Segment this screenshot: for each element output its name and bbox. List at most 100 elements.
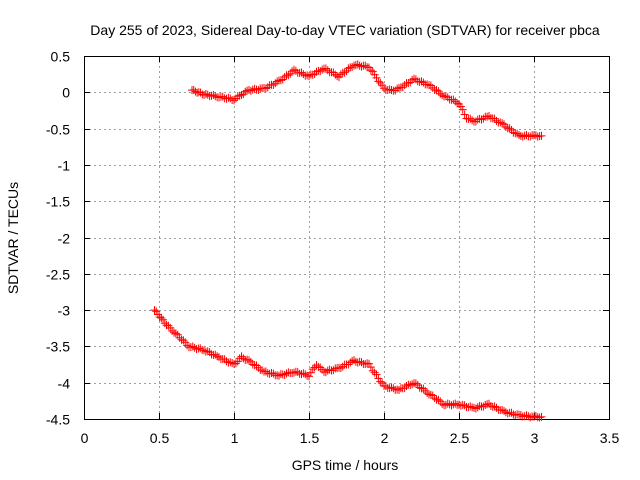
data-point [470,403,478,412]
data-point [415,383,424,392]
data-point [357,62,366,71]
data-point [365,359,373,368]
y-tick-label: 0.5 [51,49,71,65]
data-point [306,368,315,377]
data-point [526,132,535,141]
data-point [299,70,308,79]
data-point [498,119,507,128]
x-tick-label: 0.5 [150,430,170,446]
data-point [408,75,417,84]
data-point [380,84,388,93]
data-point [201,90,210,99]
data-point [515,130,523,139]
data-point [443,399,452,408]
data-point [323,66,332,75]
data-point [246,86,255,95]
data-point [381,382,390,391]
data-point [235,91,244,100]
data-point [398,83,407,92]
data-point [269,369,278,378]
y-tick-label: -4.5 [46,412,70,428]
data-point [179,336,188,345]
data-point [222,357,231,366]
data-point [366,363,375,372]
x-tick-label: 1 [231,430,239,446]
data-point [239,354,248,363]
data-point [338,362,347,371]
data-point [426,390,435,399]
data-point [400,81,409,90]
data-point [196,344,205,353]
data-point [385,85,394,94]
data-point [376,78,385,87]
data-point [526,413,535,422]
data-point [370,368,379,377]
data-point [226,358,235,367]
data-point [393,84,402,93]
data-point [200,346,208,355]
data-point [297,68,306,77]
data-point [419,384,428,393]
data-point [329,68,338,77]
data-point [432,86,441,95]
data-point [220,355,229,364]
data-point [522,411,531,420]
data-point [441,92,450,101]
data-point [171,329,180,338]
grid [84,56,609,419]
data-point [333,72,342,81]
x-tick-label: 3 [531,430,539,446]
data-point [318,65,327,74]
data-point [535,413,544,422]
data-point [344,64,353,73]
data-point [411,379,420,388]
data-point [261,84,270,93]
data-point [466,402,475,411]
data-point [276,76,285,85]
data-point [374,77,383,86]
data-point [190,343,199,352]
data-point [275,371,283,380]
data-point [400,384,409,393]
data-point [245,356,253,365]
data-point [361,61,370,70]
x-tick-label: 2.5 [450,430,470,446]
data-point [537,412,546,421]
y-tick-label: -3 [58,303,71,319]
data-point [479,114,488,123]
data-point [473,403,482,412]
data-point [492,116,501,125]
data-point [348,63,357,72]
data-point [248,360,257,369]
data-point [308,365,317,374]
data-point [503,409,512,418]
data-point [530,412,538,421]
data-point [501,122,510,131]
data-point [218,92,227,101]
data-point [269,80,278,89]
data-point [408,380,417,389]
data-point [252,361,261,370]
data-point [241,87,250,96]
data-point [357,358,366,367]
x-tick-label: 3.5 [600,430,620,446]
data-point [481,400,490,409]
data-point [475,401,484,410]
chart-title: Day 255 of 2023, Sidereal Day-to-day VTE… [90,22,600,38]
data-point [389,384,398,393]
data-point [280,72,289,81]
data-point [458,105,467,114]
data-point [215,93,223,102]
data-point [230,96,238,105]
y-tick-label: -3.5 [46,339,70,355]
data-point [207,91,216,100]
data-point [170,328,178,337]
data-point [336,364,345,373]
data-point [372,73,381,82]
data-point [157,313,166,322]
data-point [376,377,385,386]
y-tick-labels: 0.5 0 -0.5 -1 -1.5 -2 -2.5 -3 -3.5 -4 -4.5 [46,49,70,428]
data-point [438,91,447,100]
data-point [344,360,353,369]
